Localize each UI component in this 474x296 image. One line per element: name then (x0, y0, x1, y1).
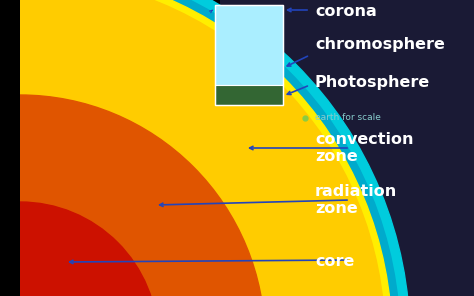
Circle shape (0, 0, 392, 296)
Bar (0, 0, 20, 296)
Bar (215, 5, 283, 105)
Text: core: core (315, 255, 355, 269)
Circle shape (0, 0, 385, 296)
Circle shape (0, 202, 158, 296)
Text: Photosphere: Photosphere (315, 75, 430, 89)
Text: chromosphere: chromosphere (315, 38, 445, 52)
Text: radiation
zone: radiation zone (315, 184, 397, 215)
Text: corona: corona (315, 4, 377, 20)
Bar (215, 5, 283, 85)
Circle shape (0, 0, 410, 296)
Circle shape (0, 0, 400, 296)
Circle shape (0, 95, 265, 296)
Bar (215, 85, 283, 105)
Bar (220, 0, 474, 296)
Text: earth for scale: earth for scale (315, 113, 381, 123)
Text: convection
zone: convection zone (315, 132, 413, 164)
